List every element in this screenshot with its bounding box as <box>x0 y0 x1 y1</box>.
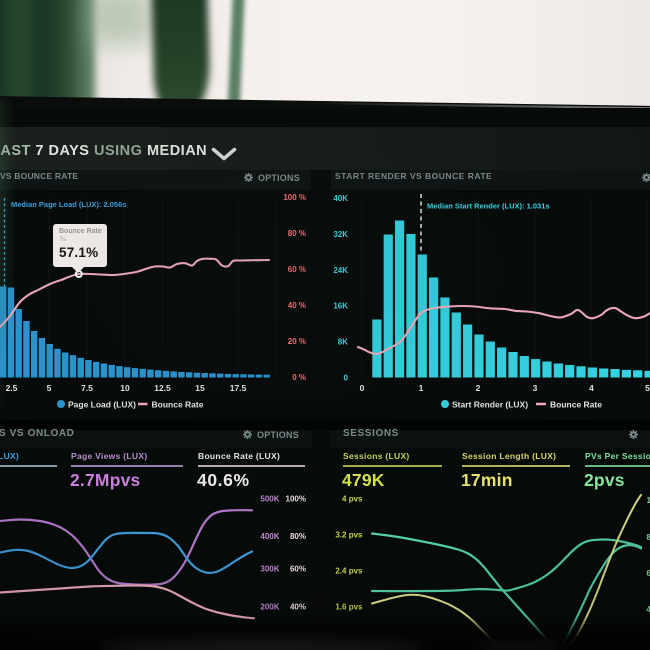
svg-text:4: 4 <box>589 383 594 393</box>
svg-text:1.6 pvs: 1.6 pvs <box>335 603 363 612</box>
svg-text:0: 0 <box>360 383 365 393</box>
svg-text:5: 5 <box>47 383 52 393</box>
svg-text:0: 0 <box>344 374 349 383</box>
svg-text:32K: 32K <box>333 230 348 239</box>
svg-text:40%: 40% <box>290 603 306 612</box>
svg-text:60%: 60% <box>290 565 306 574</box>
svg-text:Bounce Rate: Bounce Rate <box>152 400 204 410</box>
svg-text:200K: 200K <box>260 603 279 612</box>
svg-text:8: 8 <box>647 533 650 542</box>
svg-text:4 pvs: 4 pvs <box>342 495 363 504</box>
svg-text:1: 1 <box>647 496 650 505</box>
svg-text:2: 2 <box>476 383 481 393</box>
svg-text:17.5: 17.5 <box>230 383 247 393</box>
svg-text:10: 10 <box>120 383 130 393</box>
svg-text:80%: 80% <box>290 532 306 541</box>
svg-text:40 %: 40 % <box>288 301 306 310</box>
svg-text:40K: 40K <box>333 194 348 203</box>
svg-text:2.4 pvs: 2.4 pvs <box>335 567 363 576</box>
svg-text:20 %: 20 % <box>288 337 306 346</box>
svg-text:Start Render (LUX): Start Render (LUX) <box>452 400 528 410</box>
svg-text:8K: 8K <box>338 338 348 347</box>
svg-text:400K: 400K <box>260 532 279 541</box>
svg-text:3.2 pvs: 3.2 pvs <box>335 531 363 540</box>
svg-text:3: 3 <box>533 383 538 393</box>
svg-text:16K: 16K <box>333 302 348 311</box>
svg-text:Median Page Load (LUX): 2.056s: Median Page Load (LUX): 2.056s <box>11 200 126 209</box>
svg-text:60 %: 60 % <box>288 265 306 274</box>
svg-text:1: 1 <box>419 383 424 393</box>
svg-text:6: 6 <box>647 569 650 578</box>
svg-text:Page Load (LUX): Page Load (LUX) <box>68 400 136 410</box>
svg-text:80 %: 80 % <box>288 229 306 238</box>
svg-text:0 %: 0 % <box>292 373 306 382</box>
svg-text:7.5: 7.5 <box>81 383 93 393</box>
svg-text:300K: 300K <box>260 565 279 574</box>
svg-text:500K: 500K <box>260 495 279 504</box>
svg-text:Median Start Render (LUX): 1.0: Median Start Render (LUX): 1.031s <box>427 202 550 211</box>
svg-text:24K: 24K <box>333 266 348 275</box>
svg-text:100%: 100% <box>286 495 306 504</box>
svg-text:5: 5 <box>645 383 650 393</box>
svg-text:100 %: 100 % <box>283 193 306 202</box>
svg-text:2.5: 2.5 <box>6 383 18 393</box>
svg-text:15: 15 <box>195 383 205 393</box>
svg-text:Bounce Rate: Bounce Rate <box>550 400 602 410</box>
svg-text:12.5: 12.5 <box>154 383 171 393</box>
svg-text:4: 4 <box>647 605 650 614</box>
